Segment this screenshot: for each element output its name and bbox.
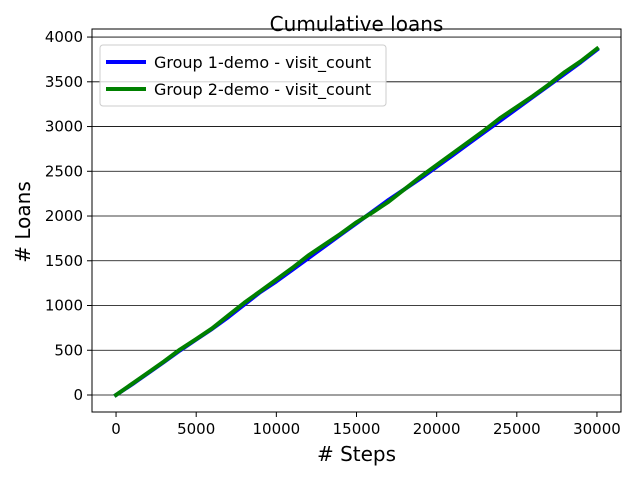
chart-title: Cumulative loans	[270, 12, 444, 36]
x-tick-label: 10000	[252, 420, 300, 438]
y-tick-label: 2500	[45, 162, 83, 180]
x-axis-ticks: 0 5000 10000 15000 20000 25000 30000	[111, 412, 621, 438]
x-axis-label: # Steps	[317, 442, 396, 466]
y-tick-label: 3500	[45, 73, 83, 91]
x-tick-label: 0	[111, 420, 121, 438]
y-tick-label: 500	[54, 341, 83, 359]
y-tick-label: 4000	[45, 28, 83, 46]
y-tick-label: 2000	[45, 207, 83, 225]
x-tick-label: 25000	[493, 420, 541, 438]
legend-label-group-2: Group 2-demo - visit_count	[154, 80, 371, 100]
x-tick-label: 20000	[413, 420, 461, 438]
y-axis-label: # Loans	[11, 181, 35, 263]
y-tick-label: 1500	[45, 252, 83, 270]
y-tick-label: 0	[73, 386, 83, 404]
y-tick-label: 3000	[45, 118, 83, 136]
y-axis-ticks: 0 500 1000 1500 2000 2500 3000 3500 4000	[45, 28, 92, 404]
x-tick-label: 15000	[333, 420, 381, 438]
y-tick-label: 1000	[45, 297, 83, 315]
x-tick-label: 30000	[573, 420, 621, 438]
series-line-group-2	[113, 45, 600, 398]
series-lines	[113, 45, 600, 398]
legend: Group 1-demo - visit_count Group 2-demo …	[99, 44, 387, 107]
legend-box	[99, 44, 387, 107]
x-tick-label: 5000	[177, 420, 215, 438]
legend-label-group-1: Group 1-demo - visit_count	[154, 53, 371, 73]
